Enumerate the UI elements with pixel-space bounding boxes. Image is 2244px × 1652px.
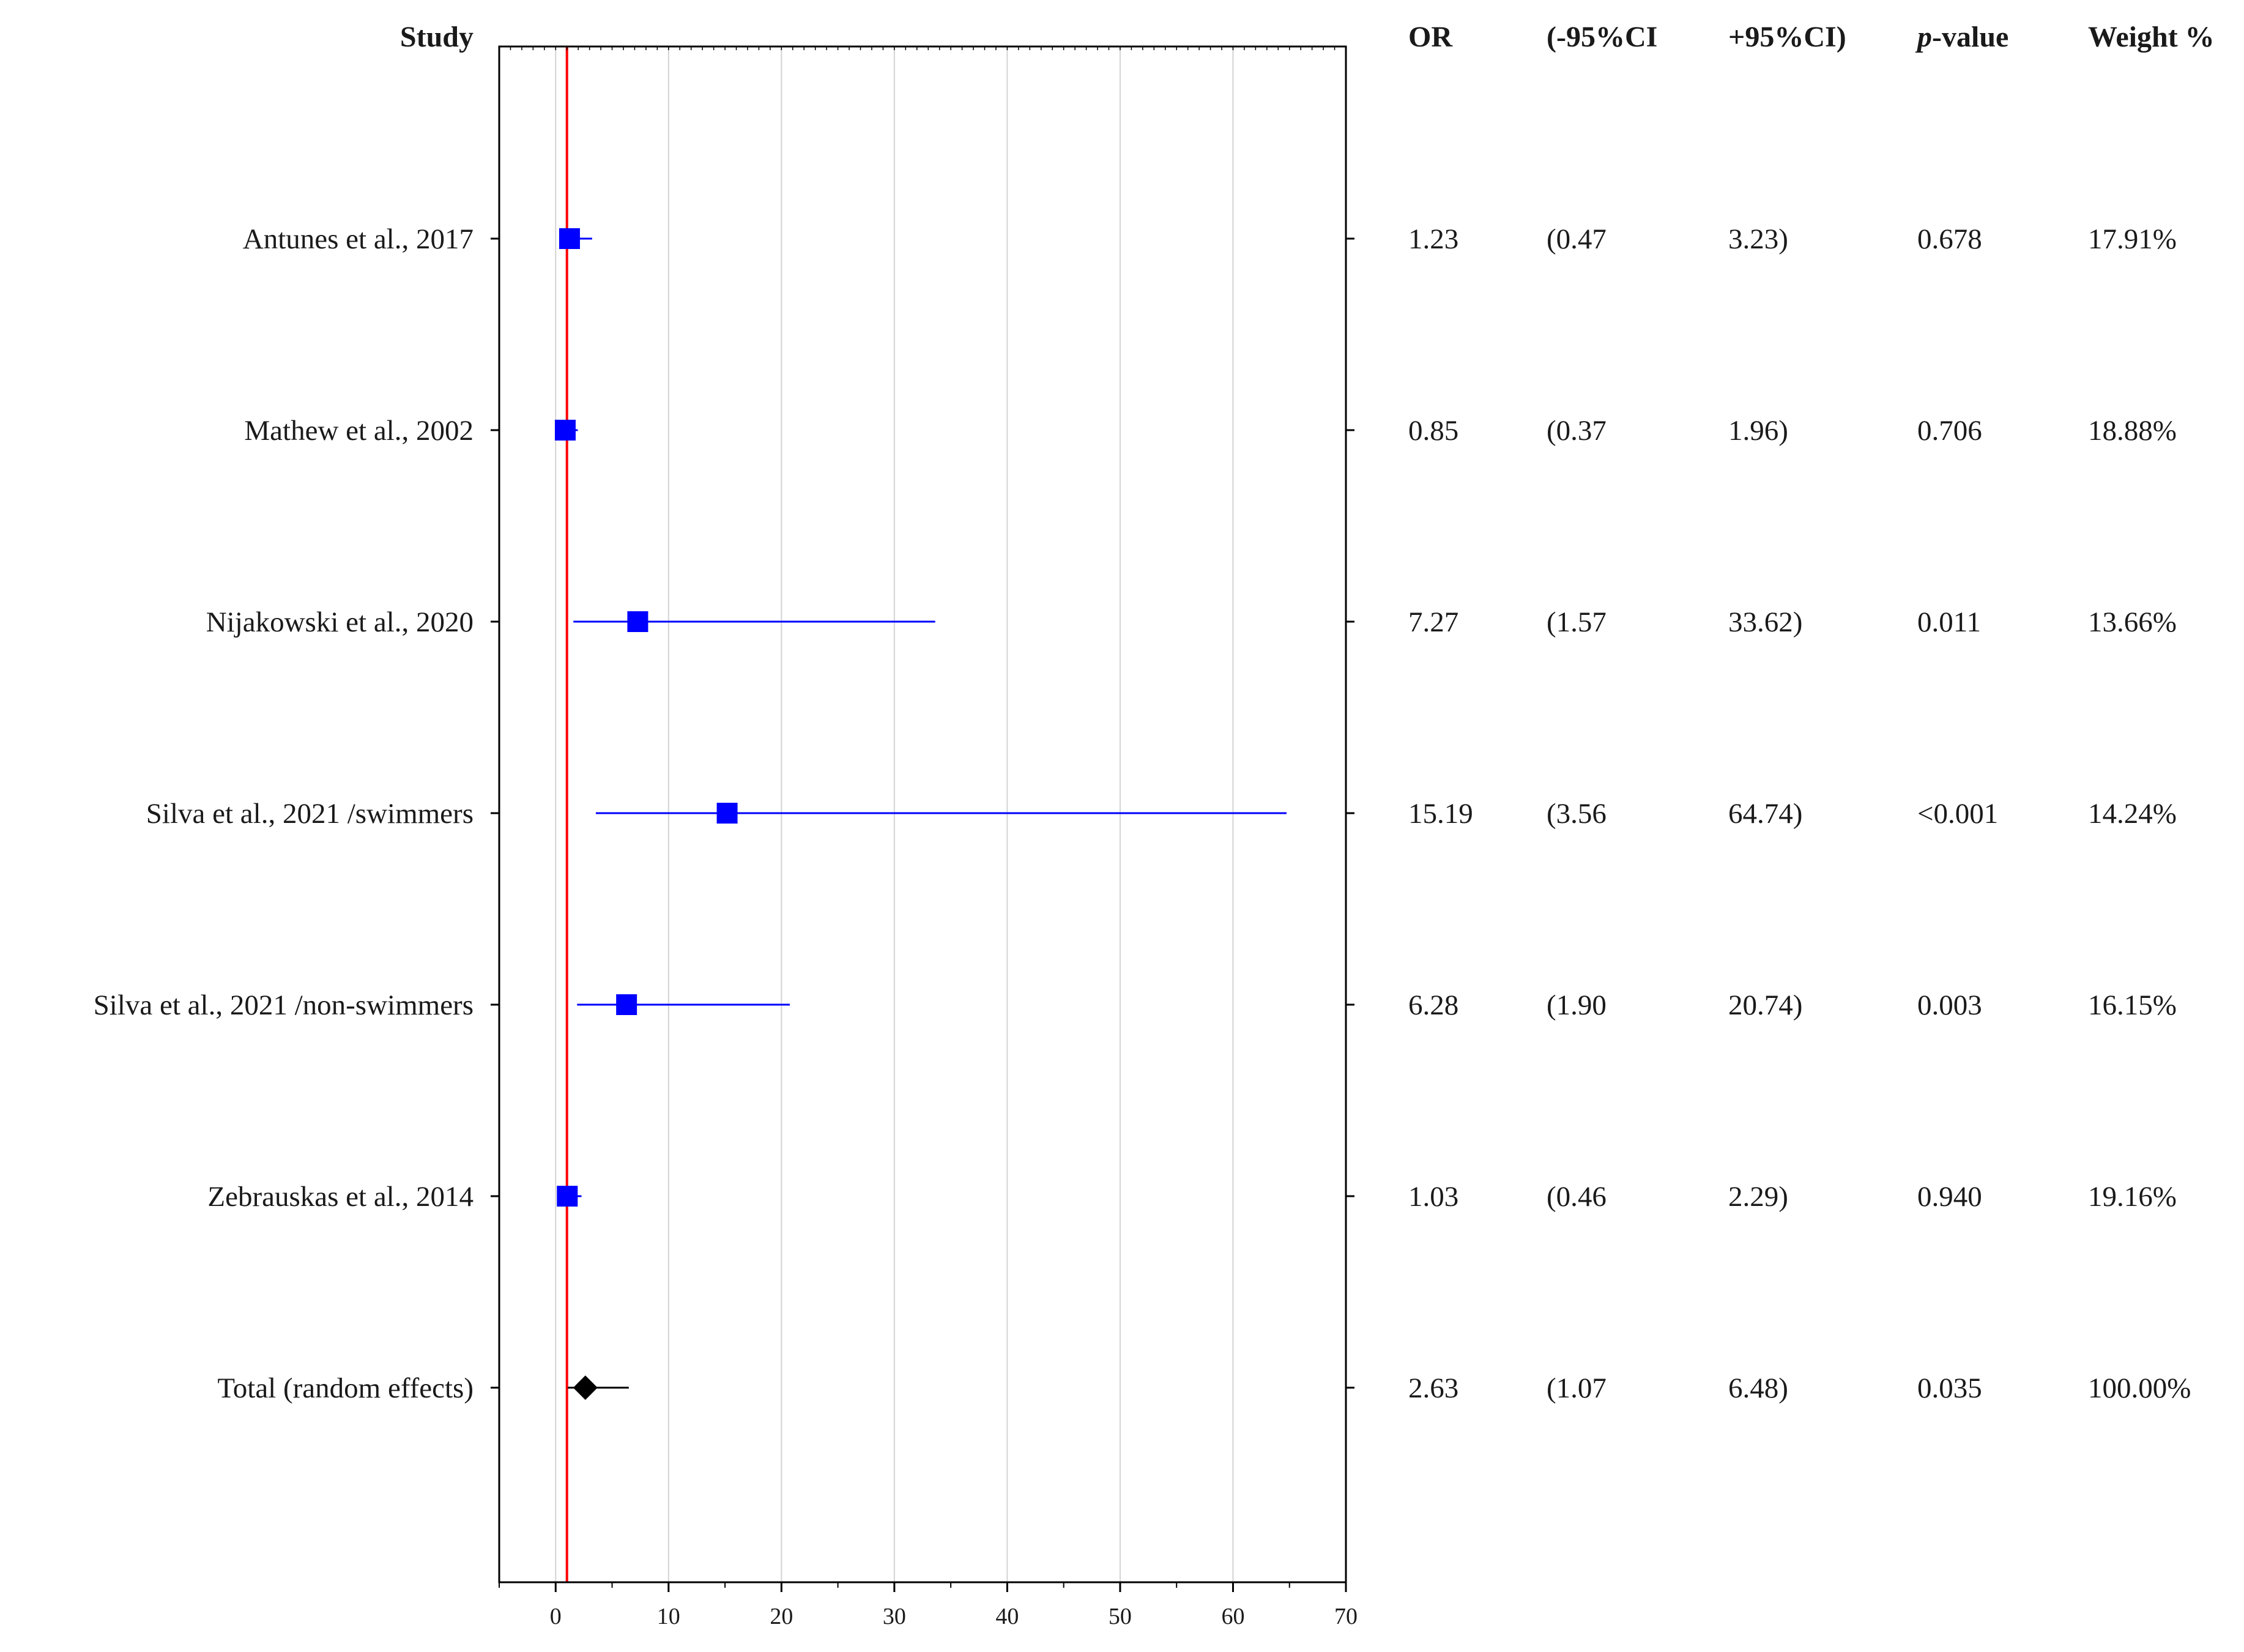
study-label: Zebrauskas et al., 2014 <box>207 1181 474 1213</box>
x-tick-label: 30 <box>883 1604 906 1629</box>
ci-lower-value: (1.90 <box>1547 989 1607 1021</box>
or-value: 1.03 <box>1408 1181 1458 1213</box>
x-tick-label: 20 <box>770 1604 793 1629</box>
ci-lower-value: (1.07 <box>1547 1372 1607 1404</box>
weight-value: 19.16% <box>2088 1181 2177 1213</box>
header-p-italic: p <box>1915 21 1932 53</box>
weight-value: 18.88% <box>2088 415 2177 447</box>
p-value: 0.003 <box>1917 989 1982 1021</box>
x-tick-label: 50 <box>1109 1604 1132 1629</box>
header-or: OR <box>1408 21 1453 53</box>
ci-upper-value: 6.48) <box>1728 1372 1788 1404</box>
study-square-marker <box>627 611 648 632</box>
p-value: <0.001 <box>1917 798 1998 830</box>
weight-value: 14.24% <box>2088 798 2177 830</box>
total-diamond-marker <box>573 1375 598 1400</box>
x-tick-label: 0 <box>550 1604 562 1629</box>
weight-value: 17.91% <box>2088 223 2177 255</box>
or-value: 2.63 <box>1408 1372 1458 1404</box>
ci-upper-value: 3.23) <box>1728 223 1788 255</box>
p-value: 0.706 <box>1917 415 1982 447</box>
header-study: Study <box>400 21 474 53</box>
study-square-marker <box>557 1186 578 1207</box>
p-value: 0.678 <box>1917 223 1982 255</box>
table-rows: Antunes et al., 2017 1.23 (0.47 3.23) 0.678 1… <box>94 223 2191 1404</box>
x-tick-label: 40 <box>995 1604 1019 1629</box>
study-label: Antunes et al., 2017 <box>243 223 474 255</box>
ci-upper-value: 20.74) <box>1728 989 1802 1021</box>
study-label: Silva et al., 2021 /non-swimmers <box>94 989 474 1021</box>
or-value: 7.27 <box>1408 606 1458 638</box>
ci-upper-value: 2.29) <box>1728 1181 1788 1213</box>
or-value: 0.85 <box>1408 415 1458 447</box>
header-lower-ci: (-95%CI <box>1547 21 1657 53</box>
x-axis: 0 10 20 30 40 50 60 70 <box>499 1582 1358 1629</box>
frame-ticks <box>491 47 1354 1389</box>
p-value: 0.011 <box>1917 606 1981 638</box>
ci-lower-value: (0.46 <box>1547 1181 1607 1213</box>
or-value: 1.23 <box>1408 223 1458 255</box>
or-value: 15.19 <box>1408 798 1473 830</box>
study-square-marker <box>716 803 738 824</box>
study-square-marker <box>554 420 576 441</box>
study-square-marker <box>559 228 580 249</box>
study-label: Nijakowski et al., 2020 <box>206 606 474 638</box>
header-upper-ci: +95%CI) <box>1728 21 1846 53</box>
ci-upper-value: 33.62) <box>1728 606 1802 638</box>
x-tick-label: 70 <box>1334 1604 1358 1629</box>
study-label: Mathew et al., 2002 <box>244 415 474 447</box>
study-label: Silva et al., 2021 /swimmers <box>146 798 474 830</box>
header-p-rest: -value <box>1932 21 2008 53</box>
x-tick-label: 60 <box>1221 1604 1244 1629</box>
gridlines <box>555 47 1234 1582</box>
header-p-value: p-value <box>1915 21 2008 53</box>
or-value: 6.28 <box>1408 989 1458 1021</box>
p-value: 0.035 <box>1917 1372 1982 1404</box>
weight-value: 13.66% <box>2088 606 2177 638</box>
ci-lower-value: (0.47 <box>1547 223 1607 255</box>
x-tick-label: 10 <box>657 1604 680 1629</box>
p-value: 0.940 <box>1917 1181 1982 1213</box>
data-marks <box>554 228 1287 1400</box>
ci-upper-value: 1.96) <box>1728 415 1788 447</box>
header-weight: Weight % <box>2088 21 2215 53</box>
ci-lower-value: (3.56 <box>1547 798 1607 830</box>
study-square-marker <box>616 994 637 1015</box>
ci-lower-value: (0.37 <box>1547 415 1607 447</box>
weight-value: 16.15% <box>2088 989 2177 1021</box>
total-label: Total (random effects) <box>217 1372 474 1404</box>
ci-lower-value: (1.57 <box>1547 606 1607 638</box>
ci-upper-value: 64.74) <box>1728 798 1802 830</box>
weight-value: 100.00% <box>2088 1372 2191 1404</box>
plot-frame <box>498 45 1347 1583</box>
